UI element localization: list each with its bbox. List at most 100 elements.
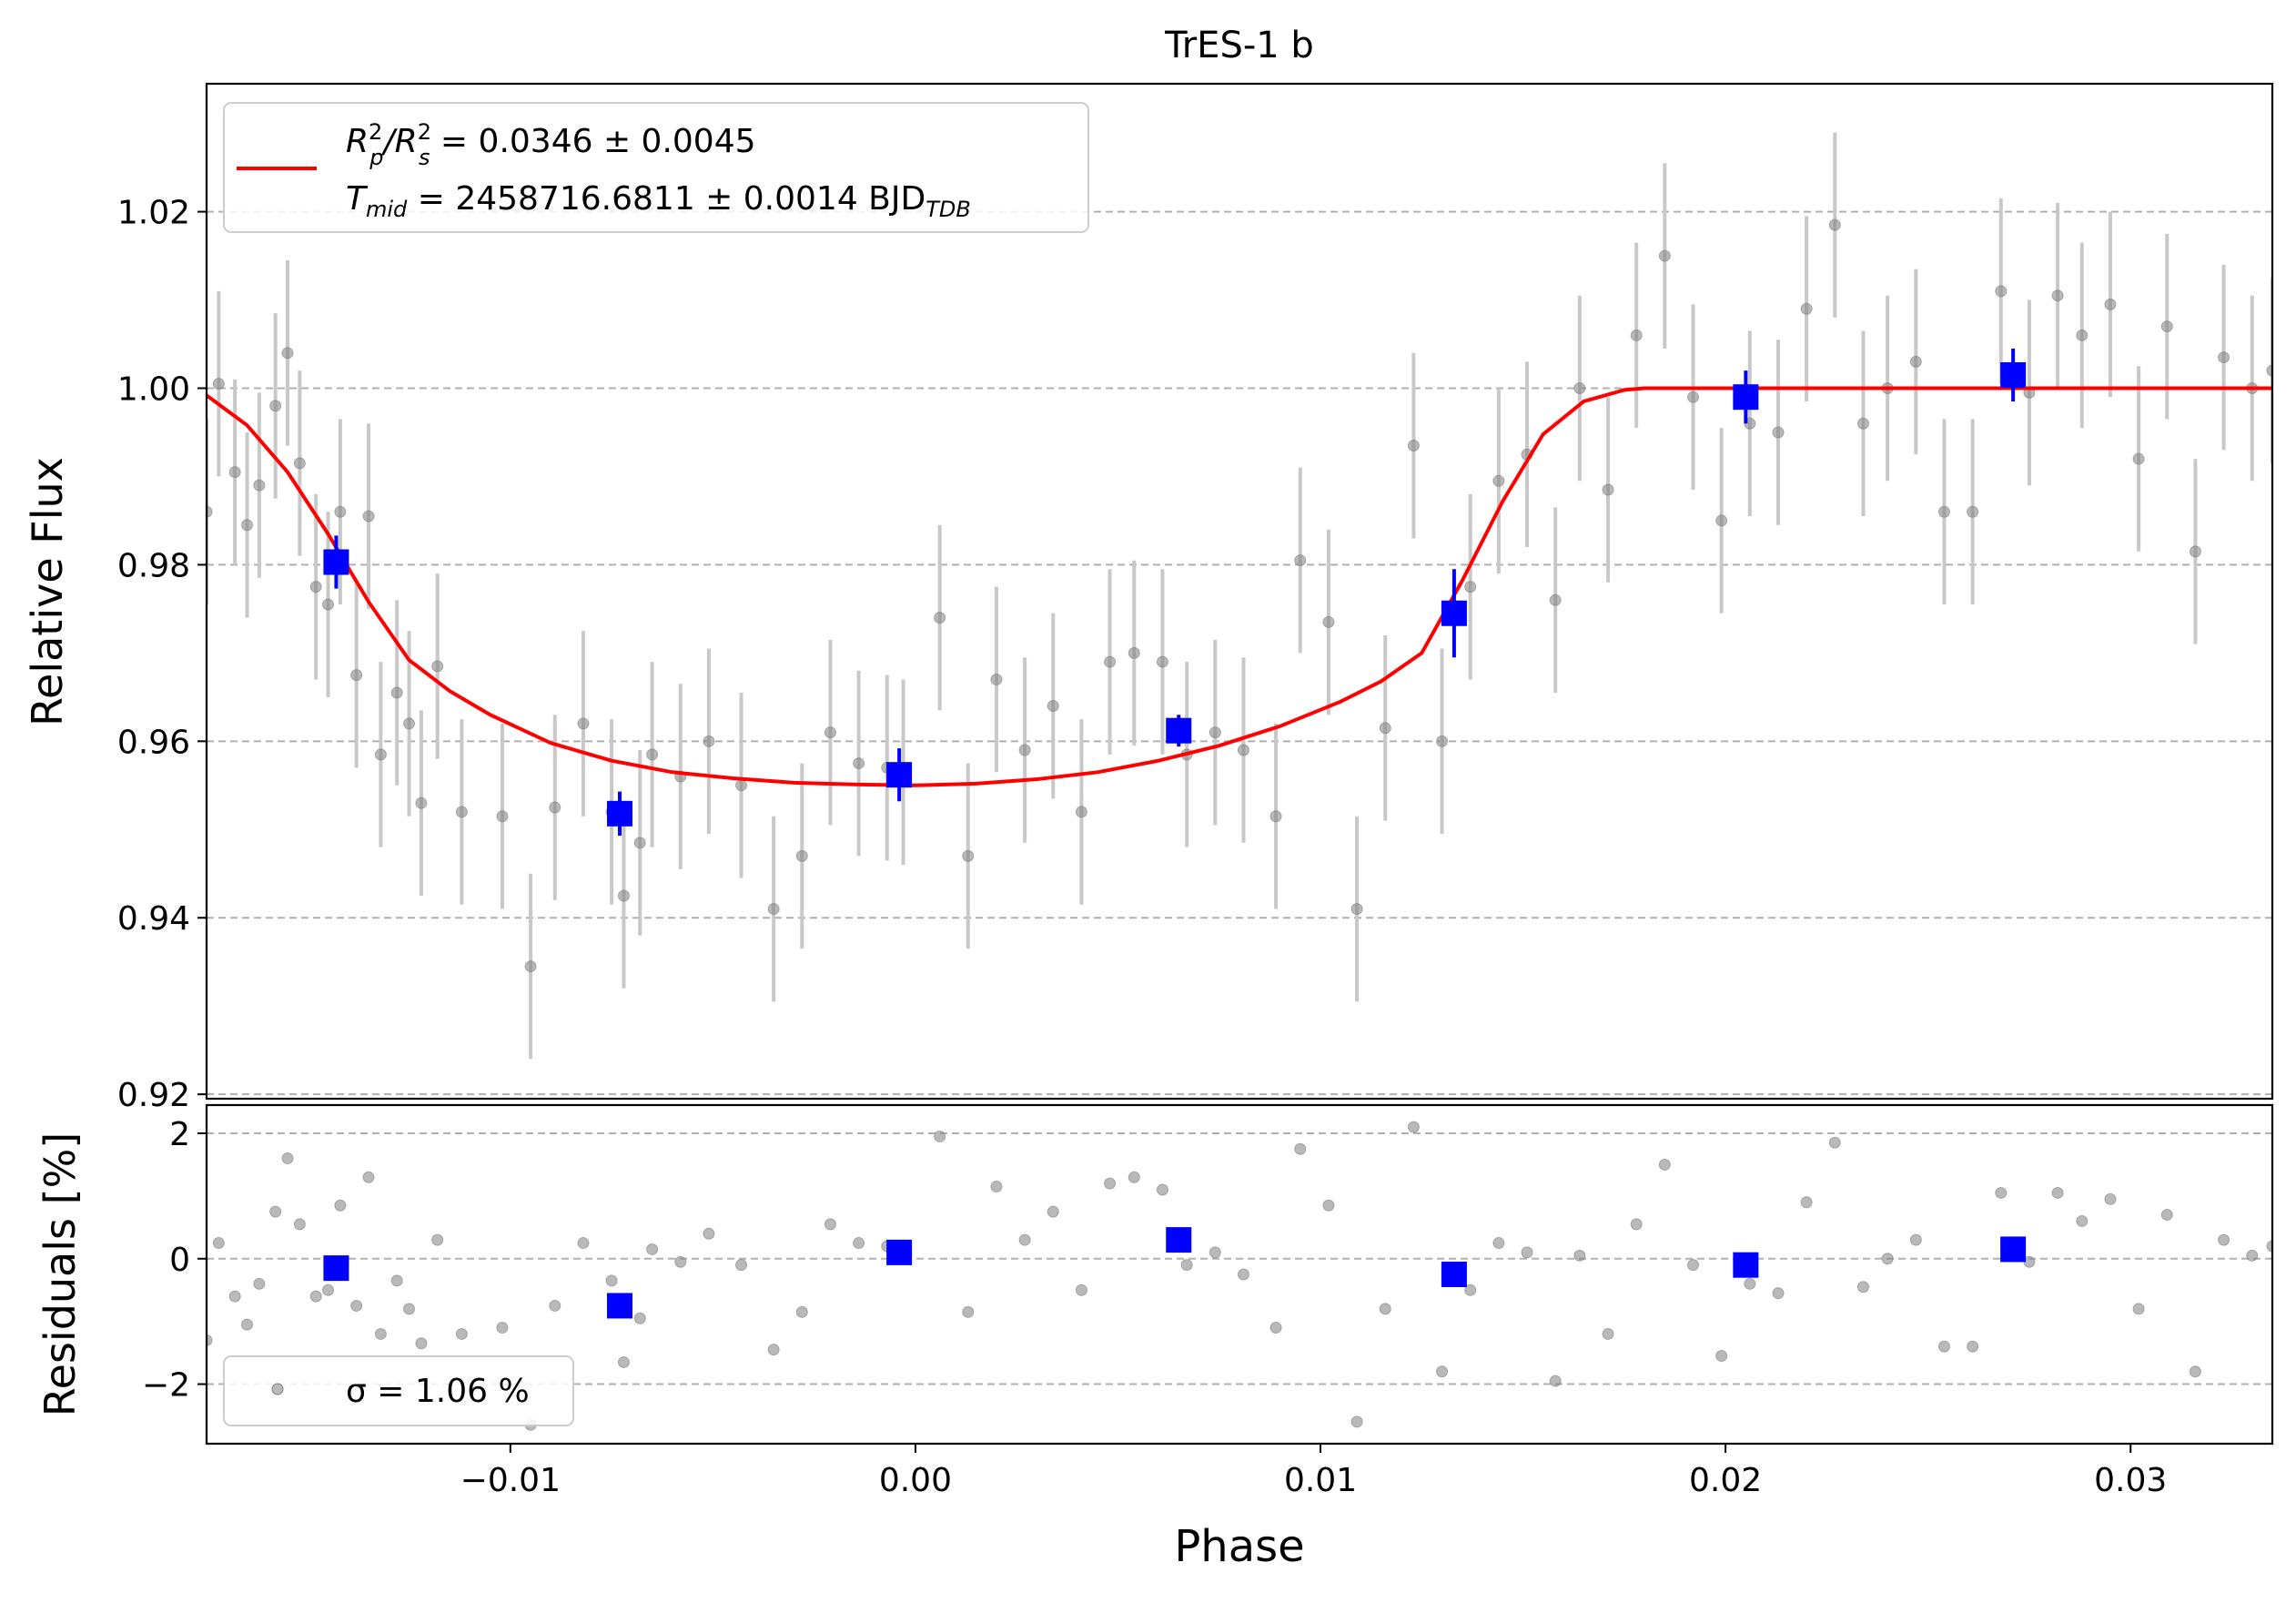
raw-point [1209,726,1221,739]
residual-raw-point [735,1259,748,1272]
residuals-panel: −2 0 2 −0.01 0.00 0.01 0.02 0.03 Residuals [%]… [35,1103,2274,1572]
x-tick-label: 0.03 [2094,1462,2167,1499]
raw-point [2160,320,2173,333]
residual-raw-point [253,1277,266,1290]
residual-raw-point [207,1334,213,1346]
residual-raw-point [2076,1214,2089,1227]
residuals-legend-marker [271,1383,284,1395]
residuals-y-label: Residuals [%] [35,1132,85,1416]
model-legend: R2 p/R2 s = 0.0346 ± 0.0045 Tmid = 2458716… [223,102,1089,233]
raw-point [1658,249,1671,262]
residual-raw-point [1602,1327,1614,1340]
residual-raw-point [1828,1136,1841,1149]
raw-point [1573,382,1586,394]
residual-raw-point [390,1274,403,1287]
residuals-y-ticks: −2 0 2 [142,1116,207,1405]
raw-point [646,748,659,761]
residual-raw-point [1128,1171,1140,1183]
residual-raw-point [1573,1249,1586,1262]
residuals-binned-points [323,1227,2027,1319]
light-curve-y-tick-label: 1.02 [117,195,190,232]
raw-point [1630,329,1643,341]
raw-point [524,960,537,973]
raw-point [735,779,748,792]
raw-point [1104,655,1117,668]
light-curve-panel: 0.92 0.94 0.96 0.98 1.00 1.02 Relative Flux R… [23,82,2274,1114]
raw-point [2189,545,2201,558]
residual-raw-point [605,1274,618,1287]
residual-raw-point [824,1218,836,1231]
raw-point [455,806,468,818]
residual-raw-point [1881,1253,1894,1265]
raw-point [1436,735,1449,747]
residual-raw-point [241,1318,254,1331]
residual-raw-point [2132,1303,2145,1315]
raw-point [1128,646,1140,659]
residual-raw-point [293,1218,306,1231]
binned-point [1166,717,1192,744]
x-tick-label: 0.01 [1284,1462,1357,1499]
raw-point [350,669,363,682]
residual-raw-point [1630,1218,1643,1231]
raw-point [1909,355,1922,368]
raw-point [1828,218,1841,231]
residual-raw-point [350,1299,363,1312]
raw-point [309,581,322,594]
raw-point [853,757,865,770]
raw-point [1294,554,1307,567]
residual-raw-point [795,1305,808,1318]
residual-raw-point [1322,1199,1335,1212]
raw-point [253,479,266,492]
raw-point [1687,391,1700,403]
raw-point [241,519,254,532]
residual-raw-point [2051,1186,2064,1199]
raw-point [962,849,975,862]
residual-raw-point [1156,1183,1168,1196]
raw-point [403,717,416,730]
residual-raw-point [1294,1142,1307,1155]
chart-title: TrES-1 b [1164,25,1314,66]
raw-point [1937,505,1950,518]
light-curve-binned-points [323,348,2027,837]
raw-point [1549,594,1562,606]
residual-raw-point [269,1205,282,1218]
residual-raw-point [309,1290,322,1303]
residuals-raw-points [207,1121,2272,1431]
raw-point [1047,700,1059,713]
raw-point [390,686,403,699]
light-curve-y-tick-label: 0.96 [117,724,190,761]
residual-raw-point [1856,1281,1869,1294]
raw-point [824,726,836,739]
raw-point [496,810,509,823]
light-curve-y-label: Relative Flux [23,457,72,726]
raw-point [212,378,225,391]
x-tick-label: 0.02 [1689,1462,1762,1499]
raw-point [228,466,241,479]
raw-point [2266,364,2272,377]
x-tick-label: −0.01 [460,1462,561,1499]
residual-raw-point [1800,1196,1813,1209]
residual-raw-point [646,1243,659,1255]
residual-raw-point [1407,1121,1420,1133]
raw-point [1715,514,1728,527]
raw-point [1800,302,1813,315]
raw-point [633,837,646,849]
legend-midtime-label: Tmid = 2458716.6811 ± 0.0014 BJDTDB [346,180,971,222]
light-curve-y-tick-label: 0.98 [117,547,190,584]
residual-raw-point [1379,1303,1391,1315]
raw-point [617,889,630,902]
residual-raw-point [1549,1375,1562,1387]
residual-binned-point [1441,1262,1467,1287]
residual-raw-point [1772,1287,1785,1300]
raw-point [431,660,444,673]
residual-raw-point [212,1237,225,1250]
residuals-legend-label: σ = 1.06 % [346,1373,530,1410]
raw-point [269,400,282,412]
light-curve-y-tick-label: 1.00 [117,371,190,409]
residual-raw-point [990,1181,1003,1193]
residual-binned-point [607,1293,632,1319]
residual-raw-point [1075,1283,1087,1296]
residual-raw-point [1047,1205,1059,1218]
residual-raw-point [1744,1277,1756,1290]
raw-point [2076,329,2089,341]
